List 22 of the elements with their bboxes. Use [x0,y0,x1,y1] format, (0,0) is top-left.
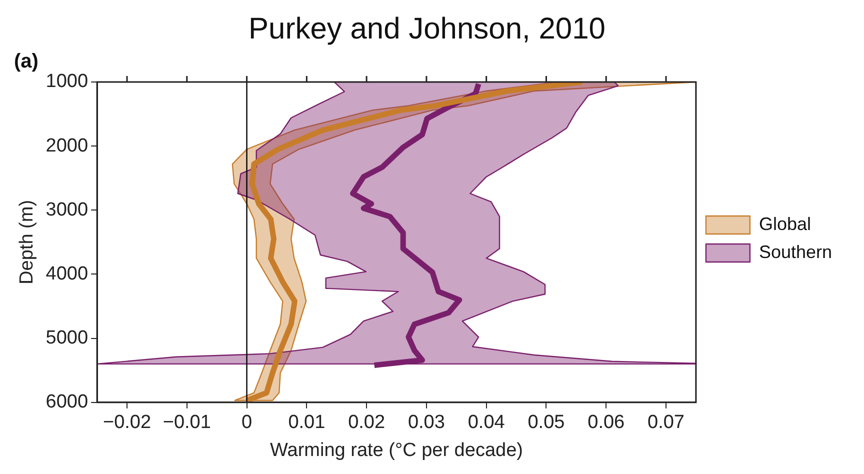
x-tick-label: 0.05 [528,412,565,434]
x-tick-label: 0.07 [648,412,684,434]
legend-label: Global [758,214,811,234]
y-tick-label: 2000 [46,135,88,156]
x-tick-label: 0.03 [408,412,445,434]
x-tick-label: −0.02 [102,412,152,434]
y-tick-label: 4000 [46,263,88,284]
x-tick-label: 0.06 [588,412,625,434]
text: (a) [14,50,38,73]
y-tick-label: 1000 [46,71,88,92]
y-tick-label: 3000 [46,199,88,220]
y-tick-label: 5000 [46,328,88,349]
x-tick-label: 0.04 [468,412,506,434]
x-tick-label: 0 [242,412,252,434]
x-axis-title: Warming rate (°C per decade) [270,440,523,461]
x-tick-label: 0.02 [348,412,386,434]
x-tick-label: 0.01 [288,412,326,434]
legend-label: Southern [758,242,832,262]
y-tick-label: 6000 [46,392,88,413]
chart-title: Purkey and Johnson, 2010 [248,12,606,46]
y-axis-title: Depth (m) [16,200,38,284]
x-tick-label: −0.01 [162,412,211,434]
